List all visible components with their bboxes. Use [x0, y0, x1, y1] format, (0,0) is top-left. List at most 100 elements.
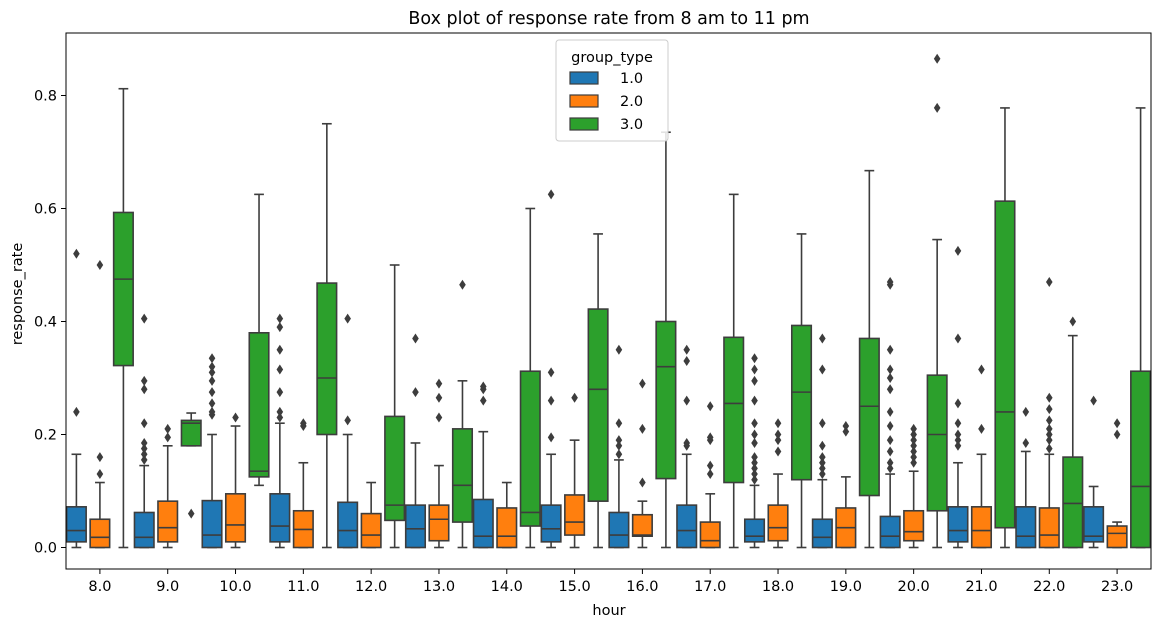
outlier-point: [459, 279, 466, 290]
box-2.0-11.0: [292, 418, 314, 549]
outlier-point: [276, 412, 284, 423]
legend-swatch-3.0: [569, 117, 599, 131]
box-body: [1130, 370, 1152, 549]
axes: 0.0 0.2 0.4 0.6 0.8 8.0 9.0 10.0 11.0 12.0 13.0 14.…: [34, 32, 1152, 595]
outlier-point: [886, 276, 894, 287]
outlier-point: [751, 418, 758, 429]
outlier-point: [774, 418, 782, 429]
box-2.0-9.0: [157, 423, 179, 549]
outlier-point: [479, 381, 487, 392]
outlier-point: [751, 375, 758, 386]
outlier-point: [1045, 404, 1053, 415]
outlier-point: [140, 313, 148, 324]
box-1.0-12.0: [337, 313, 359, 549]
outlier-point: [910, 446, 917, 457]
outlier-point: [910, 452, 917, 463]
outlier-point: [276, 406, 284, 417]
x-tick-label: 19.0: [830, 579, 862, 595]
box-body: [428, 504, 450, 542]
outlier-point: [683, 344, 691, 355]
box-1.0-20.0: [879, 276, 901, 549]
box-2.0-15.0: [564, 392, 586, 549]
box-1.0-17.0: [676, 344, 698, 549]
outlier-point: [819, 440, 826, 451]
outlier-point: [886, 435, 894, 446]
outlier-point: [751, 469, 758, 480]
outlier-point: [435, 412, 443, 423]
box-body: [472, 498, 494, 549]
outlier-point: [819, 452, 826, 463]
box-3.0-15.0: [587, 233, 609, 549]
box-body: [519, 370, 541, 527]
box-body: [1083, 506, 1105, 543]
x-tick-label: 9.0: [156, 579, 179, 595]
outlier-point: [96, 260, 104, 270]
box-body: [655, 320, 677, 480]
outlier-point: [208, 361, 216, 372]
x-tick-label: 17.0: [694, 579, 726, 595]
box-3.0-16.0: [655, 131, 677, 549]
y-tick-label: 0.6: [34, 202, 57, 218]
box-2.0-14.0: [496, 481, 518, 549]
box-2.0-22.0: [1038, 276, 1060, 549]
box-body: [112, 211, 134, 367]
outlier-point: [344, 313, 351, 324]
outlier-point: [910, 423, 917, 434]
outlier-point: [819, 418, 826, 429]
y-tick-label: 0.4: [34, 315, 57, 331]
outlier-point: [910, 457, 917, 468]
outlier-point: [819, 333, 826, 344]
outlier-point: [276, 387, 284, 398]
outlier-point: [683, 437, 691, 448]
x-tick-label: 20.0: [898, 579, 930, 595]
outlier-point: [140, 449, 148, 460]
box-body: [1062, 456, 1084, 549]
outlier-point: [751, 437, 758, 448]
box-body: [767, 504, 789, 542]
outlier-point: [615, 344, 623, 355]
x-tick-label: 22.0: [1033, 579, 1065, 595]
outlier-point: [1045, 435, 1053, 446]
box-1.0-16.0: [608, 344, 630, 549]
outlier-point: [1090, 395, 1097, 406]
outlier-point: [276, 322, 284, 333]
legend-swatch-1.0: [569, 71, 599, 85]
box-body: [180, 419, 202, 447]
box-3.0-9.0: [180, 412, 202, 519]
outlier-point: [140, 443, 148, 454]
box-3.0-21.0: [994, 107, 1016, 549]
x-tick-label: 11.0: [287, 579, 319, 595]
box-2.0-23.0: [1106, 418, 1128, 549]
outlier-point: [819, 469, 826, 480]
x-tick-label: 21.0: [965, 579, 997, 595]
box-body: [451, 428, 474, 523]
outlier-point: [208, 406, 216, 417]
box-3.0-20.0: [926, 53, 948, 549]
outlier-point: [571, 392, 578, 403]
box-1.0-11.0: [269, 313, 291, 549]
box-2.0-19.0: [835, 421, 857, 549]
box-1.0-13.0: [404, 333, 427, 549]
outlier-point: [412, 333, 419, 344]
outlier-point: [954, 245, 962, 256]
outlier-point: [140, 375, 148, 386]
outlier-point: [954, 398, 962, 409]
box-3.0-22.0: [1062, 316, 1084, 549]
outlier-point: [1045, 423, 1053, 434]
box-body: [384, 415, 406, 522]
outlier-point: [96, 452, 104, 463]
box-2.0-21.0: [970, 364, 993, 549]
box-3.0-23.0: [1130, 107, 1152, 549]
box-3.0-13.0: [451, 279, 474, 549]
outlier-point: [208, 367, 216, 378]
box-body: [947, 506, 969, 543]
outlier-point: [819, 463, 826, 474]
box-2.0-16.0: [631, 378, 653, 549]
outlier-point: [187, 508, 195, 519]
box-body: [790, 324, 813, 481]
outlier-point: [208, 353, 216, 364]
outlier-point: [1022, 437, 1030, 448]
outlier-point: [140, 437, 148, 448]
outlier-point: [344, 415, 351, 426]
